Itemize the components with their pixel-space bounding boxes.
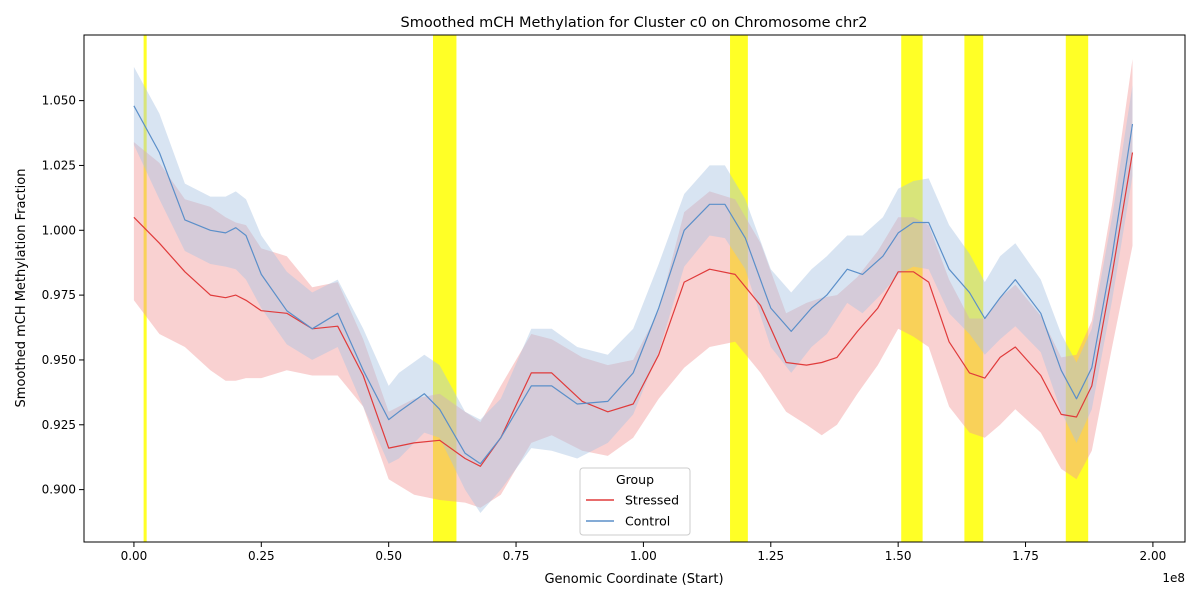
y-tick-label: 1.000 bbox=[42, 223, 76, 237]
confidence-bands bbox=[133, 59, 1133, 514]
highlight-region-4 bbox=[901, 35, 923, 542]
line-control bbox=[133, 105, 1134, 465]
x-tick-label: 1.00 bbox=[630, 549, 657, 563]
y-tick-label: 1.050 bbox=[42, 94, 76, 108]
legend-frame bbox=[579, 467, 691, 536]
y-axis: 0.900 0.925 0.950 0.975 1.000 1.025 1.050 bbox=[42, 94, 84, 497]
x-axis: 0.00 0.25 0.50 0.75 1.00 1.25 1.50 1.75 2.00 bbox=[121, 542, 1167, 563]
highlight-region-6 bbox=[1065, 35, 1089, 542]
y-tick-label: 0.975 bbox=[42, 288, 76, 302]
highlight-regions bbox=[143, 35, 1089, 542]
legend-label-control: Control bbox=[625, 514, 670, 529]
x-tick-label: 1.50 bbox=[885, 549, 912, 563]
band-stressed bbox=[133, 59, 1133, 508]
x-tick-label: 1.25 bbox=[757, 549, 784, 563]
x-offset-label: 1e8 bbox=[1162, 571, 1185, 585]
highlight-region-3 bbox=[730, 35, 748, 542]
y-tick-label: 1.025 bbox=[42, 158, 76, 172]
line-stressed bbox=[133, 152, 1134, 467]
legend-title: Group bbox=[616, 472, 654, 487]
x-tick-label: 0.50 bbox=[375, 549, 402, 563]
series-lines bbox=[133, 105, 1134, 467]
x-tick-label: 2.00 bbox=[1140, 549, 1167, 563]
x-tick-label: 0.00 bbox=[121, 549, 148, 563]
y-tick-label: 0.950 bbox=[42, 353, 76, 367]
y-tick-label: 0.925 bbox=[42, 418, 76, 432]
highlight-region-1 bbox=[143, 35, 147, 542]
chart-title: Smoothed mCH Methylation for Cluster c0 … bbox=[401, 15, 868, 31]
y-axis-label: Smoothed mCH Methylation Fraction bbox=[14, 169, 29, 408]
x-tick-label: 0.75 bbox=[503, 549, 530, 563]
legend-label-stressed: Stressed bbox=[625, 493, 679, 508]
x-tick-label: 0.25 bbox=[248, 549, 275, 563]
plot-frame bbox=[83, 34, 1186, 543]
y-tick-label: 0.900 bbox=[42, 483, 76, 497]
highlight-region-5 bbox=[964, 35, 984, 542]
highlight-region-2 bbox=[432, 35, 457, 542]
x-axis-label: Genomic Coordinate (Start) bbox=[544, 572, 723, 587]
legend: Group Stressed Control bbox=[579, 467, 691, 536]
band-control bbox=[133, 66, 1133, 514]
x-tick-label: 1.75 bbox=[1012, 549, 1039, 563]
